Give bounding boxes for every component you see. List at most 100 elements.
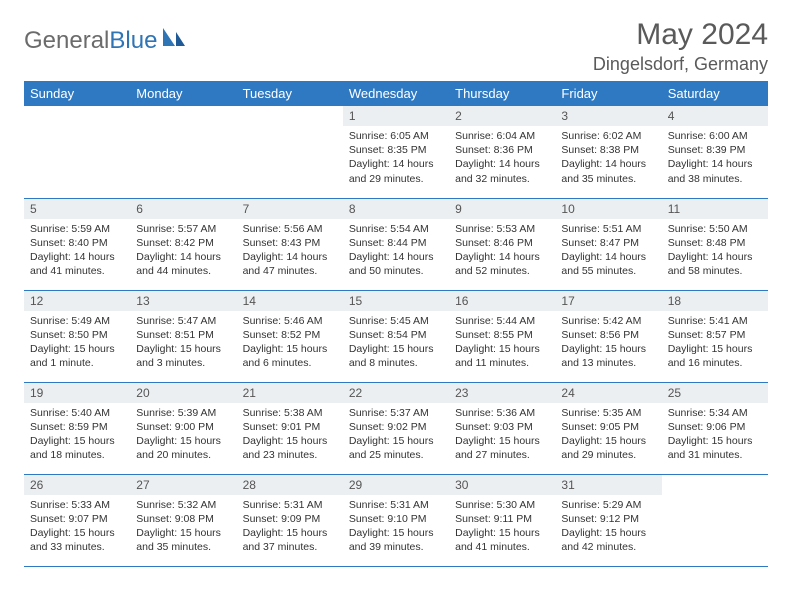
day-body: Sunrise: 5:36 AMSunset: 9:03 PMDaylight:… xyxy=(449,403,555,467)
day-number: 14 xyxy=(237,291,343,311)
day-number: 2 xyxy=(449,106,555,126)
day-body: Sunrise: 5:44 AMSunset: 8:55 PMDaylight:… xyxy=(449,311,555,375)
calendar-cell: 2Sunrise: 6:04 AMSunset: 8:36 PMDaylight… xyxy=(449,106,555,198)
day-number: 6 xyxy=(130,199,236,219)
calendar-row: ......1Sunrise: 6:05 AMSunset: 8:35 PMDa… xyxy=(24,106,768,198)
day-number: 20 xyxy=(130,383,236,403)
calendar-cell: .. xyxy=(237,106,343,198)
calendar-cell: 10Sunrise: 5:51 AMSunset: 8:47 PMDayligh… xyxy=(555,198,661,290)
day-body: Sunrise: 5:56 AMSunset: 8:43 PMDaylight:… xyxy=(237,219,343,283)
day-number: 21 xyxy=(237,383,343,403)
day-body: Sunrise: 5:40 AMSunset: 8:59 PMDaylight:… xyxy=(24,403,130,467)
month-title: May 2024 xyxy=(593,18,768,52)
day-number: 4 xyxy=(662,106,768,126)
weekday-header: Sunday xyxy=(24,81,130,106)
day-number: 27 xyxy=(130,475,236,495)
logo-text-general: General xyxy=(24,27,109,55)
day-body: Sunrise: 5:30 AMSunset: 9:11 PMDaylight:… xyxy=(449,495,555,559)
calendar-row: 12Sunrise: 5:49 AMSunset: 8:50 PMDayligh… xyxy=(24,290,768,382)
calendar-cell: 29Sunrise: 5:31 AMSunset: 9:10 PMDayligh… xyxy=(343,474,449,566)
calendar-cell: 5Sunrise: 5:59 AMSunset: 8:40 PMDaylight… xyxy=(24,198,130,290)
calendar-cell: 31Sunrise: 5:29 AMSunset: 9:12 PMDayligh… xyxy=(555,474,661,566)
calendar-cell: 17Sunrise: 5:42 AMSunset: 8:56 PMDayligh… xyxy=(555,290,661,382)
day-body: Sunrise: 6:04 AMSunset: 8:36 PMDaylight:… xyxy=(449,126,555,190)
day-body: Sunrise: 5:59 AMSunset: 8:40 PMDaylight:… xyxy=(24,219,130,283)
day-number: 5 xyxy=(24,199,130,219)
calendar-cell: 18Sunrise: 5:41 AMSunset: 8:57 PMDayligh… xyxy=(662,290,768,382)
calendar-cell: 4Sunrise: 6:00 AMSunset: 8:39 PMDaylight… xyxy=(662,106,768,198)
day-number: 16 xyxy=(449,291,555,311)
day-number: 12 xyxy=(24,291,130,311)
title-block: May 2024 Dingelsdorf, Germany xyxy=(593,18,768,75)
day-number: 3 xyxy=(555,106,661,126)
calendar-cell: 6Sunrise: 5:57 AMSunset: 8:42 PMDaylight… xyxy=(130,198,236,290)
day-number: 29 xyxy=(343,475,449,495)
location: Dingelsdorf, Germany xyxy=(593,54,768,75)
calendar-cell: 12Sunrise: 5:49 AMSunset: 8:50 PMDayligh… xyxy=(24,290,130,382)
calendar-cell: 23Sunrise: 5:36 AMSunset: 9:03 PMDayligh… xyxy=(449,382,555,474)
day-number: 9 xyxy=(449,199,555,219)
calendar-row: 26Sunrise: 5:33 AMSunset: 9:07 PMDayligh… xyxy=(24,474,768,566)
calendar-cell: 27Sunrise: 5:32 AMSunset: 9:08 PMDayligh… xyxy=(130,474,236,566)
day-number: 17 xyxy=(555,291,661,311)
day-body: Sunrise: 5:45 AMSunset: 8:54 PMDaylight:… xyxy=(343,311,449,375)
calendar-cell: 22Sunrise: 5:37 AMSunset: 9:02 PMDayligh… xyxy=(343,382,449,474)
day-body: Sunrise: 5:57 AMSunset: 8:42 PMDaylight:… xyxy=(130,219,236,283)
calendar-cell: 13Sunrise: 5:47 AMSunset: 8:51 PMDayligh… xyxy=(130,290,236,382)
sail-icon xyxy=(161,26,187,55)
calendar-cell: .. xyxy=(662,474,768,566)
day-number: 22 xyxy=(343,383,449,403)
day-body: Sunrise: 5:33 AMSunset: 9:07 PMDaylight:… xyxy=(24,495,130,559)
weekday-header: Saturday xyxy=(662,81,768,106)
calendar-cell: 15Sunrise: 5:45 AMSunset: 8:54 PMDayligh… xyxy=(343,290,449,382)
day-body: Sunrise: 5:32 AMSunset: 9:08 PMDaylight:… xyxy=(130,495,236,559)
calendar-cell: 11Sunrise: 5:50 AMSunset: 8:48 PMDayligh… xyxy=(662,198,768,290)
day-body: Sunrise: 5:31 AMSunset: 9:09 PMDaylight:… xyxy=(237,495,343,559)
calendar-row: 5Sunrise: 5:59 AMSunset: 8:40 PMDaylight… xyxy=(24,198,768,290)
day-body: Sunrise: 5:41 AMSunset: 8:57 PMDaylight:… xyxy=(662,311,768,375)
day-body: Sunrise: 6:05 AMSunset: 8:35 PMDaylight:… xyxy=(343,126,449,190)
header: GeneralBlue May 2024 Dingelsdorf, German… xyxy=(24,18,768,75)
calendar-body: ......1Sunrise: 6:05 AMSunset: 8:35 PMDa… xyxy=(24,106,768,566)
day-body: Sunrise: 5:47 AMSunset: 8:51 PMDaylight:… xyxy=(130,311,236,375)
calendar-cell: 3Sunrise: 6:02 AMSunset: 8:38 PMDaylight… xyxy=(555,106,661,198)
day-body: Sunrise: 5:34 AMSunset: 9:06 PMDaylight:… xyxy=(662,403,768,467)
calendar-cell: .. xyxy=(130,106,236,198)
logo-text-blue: Blue xyxy=(109,27,157,55)
day-number: 15 xyxy=(343,291,449,311)
day-number: 13 xyxy=(130,291,236,311)
day-number: 31 xyxy=(555,475,661,495)
calendar-cell: 1Sunrise: 6:05 AMSunset: 8:35 PMDaylight… xyxy=(343,106,449,198)
day-body: Sunrise: 5:51 AMSunset: 8:47 PMDaylight:… xyxy=(555,219,661,283)
day-number: 25 xyxy=(662,383,768,403)
calendar-cell: 28Sunrise: 5:31 AMSunset: 9:09 PMDayligh… xyxy=(237,474,343,566)
calendar-cell: 19Sunrise: 5:40 AMSunset: 8:59 PMDayligh… xyxy=(24,382,130,474)
day-body: Sunrise: 5:53 AMSunset: 8:46 PMDaylight:… xyxy=(449,219,555,283)
weekday-header: Thursday xyxy=(449,81,555,106)
calendar-cell: 9Sunrise: 5:53 AMSunset: 8:46 PMDaylight… xyxy=(449,198,555,290)
day-number: 10 xyxy=(555,199,661,219)
day-number: 1 xyxy=(343,106,449,126)
day-body: Sunrise: 5:29 AMSunset: 9:12 PMDaylight:… xyxy=(555,495,661,559)
calendar-cell: 14Sunrise: 5:46 AMSunset: 8:52 PMDayligh… xyxy=(237,290,343,382)
calendar-cell: 16Sunrise: 5:44 AMSunset: 8:55 PMDayligh… xyxy=(449,290,555,382)
day-body: Sunrise: 5:38 AMSunset: 9:01 PMDaylight:… xyxy=(237,403,343,467)
logo: GeneralBlue xyxy=(24,18,187,55)
day-number: 18 xyxy=(662,291,768,311)
calendar-cell: 21Sunrise: 5:38 AMSunset: 9:01 PMDayligh… xyxy=(237,382,343,474)
day-number: 28 xyxy=(237,475,343,495)
day-body: Sunrise: 6:02 AMSunset: 8:38 PMDaylight:… xyxy=(555,126,661,190)
day-number: 26 xyxy=(24,475,130,495)
day-body: Sunrise: 5:37 AMSunset: 9:02 PMDaylight:… xyxy=(343,403,449,467)
day-body: Sunrise: 5:46 AMSunset: 8:52 PMDaylight:… xyxy=(237,311,343,375)
day-number: 8 xyxy=(343,199,449,219)
day-body: Sunrise: 6:00 AMSunset: 8:39 PMDaylight:… xyxy=(662,126,768,190)
calendar-cell: 24Sunrise: 5:35 AMSunset: 9:05 PMDayligh… xyxy=(555,382,661,474)
day-body: Sunrise: 5:42 AMSunset: 8:56 PMDaylight:… xyxy=(555,311,661,375)
calendar-cell: .. xyxy=(24,106,130,198)
weekday-header: Tuesday xyxy=(237,81,343,106)
day-body: Sunrise: 5:31 AMSunset: 9:10 PMDaylight:… xyxy=(343,495,449,559)
calendar-table: SundayMondayTuesdayWednesdayThursdayFrid… xyxy=(24,81,768,567)
day-body: Sunrise: 5:49 AMSunset: 8:50 PMDaylight:… xyxy=(24,311,130,375)
calendar-cell: 7Sunrise: 5:56 AMSunset: 8:43 PMDaylight… xyxy=(237,198,343,290)
